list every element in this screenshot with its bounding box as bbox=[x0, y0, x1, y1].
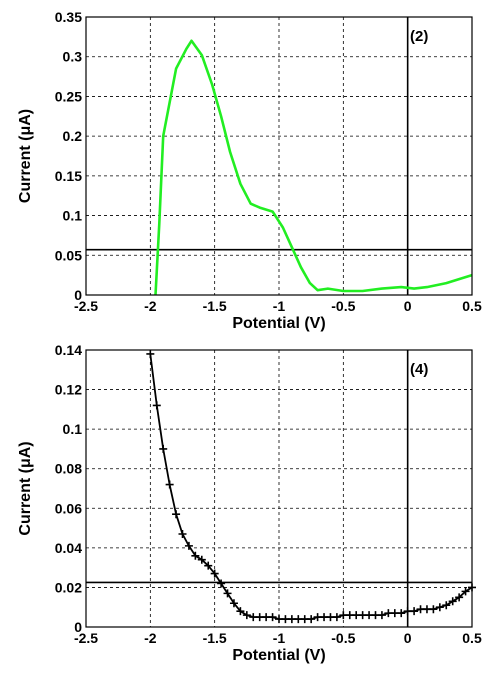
data-point-marker bbox=[152, 401, 161, 410]
y-tick-label: 0.1 bbox=[63, 421, 83, 437]
data-point-marker bbox=[210, 569, 219, 578]
y-tick-label: 0.06 bbox=[55, 500, 82, 516]
x-axis-label: Potential (V) bbox=[232, 315, 325, 332]
x-tick-label: 0 bbox=[404, 630, 412, 646]
data-point-marker bbox=[242, 611, 251, 620]
data-point-marker bbox=[204, 561, 213, 570]
y-tick-label: 0 bbox=[74, 619, 82, 635]
y-tick-label: 0.3 bbox=[63, 49, 83, 65]
data-point-marker bbox=[448, 597, 457, 606]
y-axis-label: Current (μA) bbox=[17, 109, 34, 203]
x-tick-label: -0.5 bbox=[331, 298, 355, 314]
series-layer bbox=[146, 349, 476, 624]
data-point-marker bbox=[229, 599, 238, 608]
y-tick-label: 0.35 bbox=[55, 9, 82, 25]
reference-lines bbox=[86, 17, 472, 295]
data-point-marker bbox=[397, 609, 406, 618]
data-point-marker bbox=[223, 589, 232, 598]
y-tick-label: 0.14 bbox=[55, 342, 82, 358]
data-point-marker bbox=[377, 611, 386, 620]
x-tick-label: -2.5 bbox=[74, 298, 98, 314]
plot-frame bbox=[85, 16, 473, 296]
data-point-marker bbox=[410, 607, 419, 616]
y-tick-label: 0.02 bbox=[55, 579, 82, 595]
y-tick-label: 0.25 bbox=[55, 88, 82, 104]
data-point-marker bbox=[236, 607, 245, 616]
data-point-marker bbox=[307, 615, 316, 624]
panel-label: (4) bbox=[410, 361, 428, 378]
plot-frame bbox=[85, 349, 473, 628]
x-axis-label: Potential (V) bbox=[232, 647, 325, 664]
y-tick-labels: 0 0.05 0.1 0.15 0.2 0.25 0.3 0.35 bbox=[55, 9, 82, 303]
x-tick-label: 0.5 bbox=[462, 630, 482, 646]
x-tick-label: -2 bbox=[144, 630, 157, 646]
y-tick-label: 0.04 bbox=[55, 540, 82, 556]
y-tick-label: 0 bbox=[74, 287, 82, 303]
data-point-marker bbox=[435, 603, 444, 612]
series-layer bbox=[154, 39, 473, 296]
x-tick-label: -2 bbox=[144, 298, 157, 314]
x-tick-labels: -2.5 -2 -1.5 -1 -0.5 0 0.5 bbox=[74, 630, 482, 646]
data-point-marker bbox=[146, 349, 155, 358]
data-point-marker bbox=[442, 601, 451, 610]
chart-panel-top: -2.5 -2 -1.5 -1 -0.5 0 0.5 0 0.05 0.1 0.15 0.2 0.25… bbox=[17, 9, 482, 332]
x-tick-label: -1.5 bbox=[203, 298, 227, 314]
y-tick-labels: 0 0.02 0.04 0.06 0.08 0.1 0.12 0.14 bbox=[55, 342, 82, 635]
data-point-marker bbox=[184, 541, 193, 550]
grid-lines bbox=[85, 349, 473, 628]
y-tick-label: 0.08 bbox=[55, 461, 82, 477]
data-point-marker bbox=[191, 551, 200, 560]
data-point-marker bbox=[172, 510, 181, 519]
y-tick-label: 0.15 bbox=[55, 168, 82, 184]
series-line bbox=[154, 39, 473, 296]
data-point-marker bbox=[197, 555, 206, 564]
x-tick-label: 0 bbox=[404, 298, 412, 314]
panel-label: (2) bbox=[410, 28, 428, 45]
x-tick-label: -1 bbox=[273, 298, 286, 314]
data-point-marker bbox=[217, 579, 226, 588]
data-point-marker bbox=[332, 613, 341, 622]
y-tick-label: 0.12 bbox=[55, 382, 82, 398]
y-tick-label: 0.1 bbox=[63, 208, 83, 224]
x-tick-label: -1.5 bbox=[203, 630, 227, 646]
chart-panel-bottom: -2.5 -2 -1.5 -1 -0.5 0 0.5 0 0.02 0.04 0.06 0.08 0.… bbox=[17, 342, 482, 664]
reference-lines bbox=[86, 350, 472, 627]
x-tick-label: -1 bbox=[273, 630, 286, 646]
y-axis-label: Current (μA) bbox=[17, 441, 34, 535]
data-point-marker bbox=[178, 530, 187, 539]
x-tick-label: 0.5 bbox=[462, 298, 482, 314]
data-point-marker bbox=[165, 480, 174, 489]
x-tick-label: -0.5 bbox=[331, 630, 355, 646]
grid-lines bbox=[85, 16, 473, 296]
data-point-marker bbox=[455, 593, 464, 602]
data-point-marker bbox=[159, 444, 168, 453]
data-point-marker bbox=[268, 613, 277, 622]
x-tick-labels: -2.5 -2 -1.5 -1 -0.5 0 0.5 bbox=[74, 298, 482, 314]
data-point-marker bbox=[461, 587, 470, 596]
x-tick-label: -2.5 bbox=[74, 630, 98, 646]
data-point-marker bbox=[429, 605, 438, 614]
y-tick-label: 0.05 bbox=[55, 247, 82, 263]
series-line bbox=[149, 353, 473, 620]
y-tick-label: 0.2 bbox=[63, 128, 83, 144]
